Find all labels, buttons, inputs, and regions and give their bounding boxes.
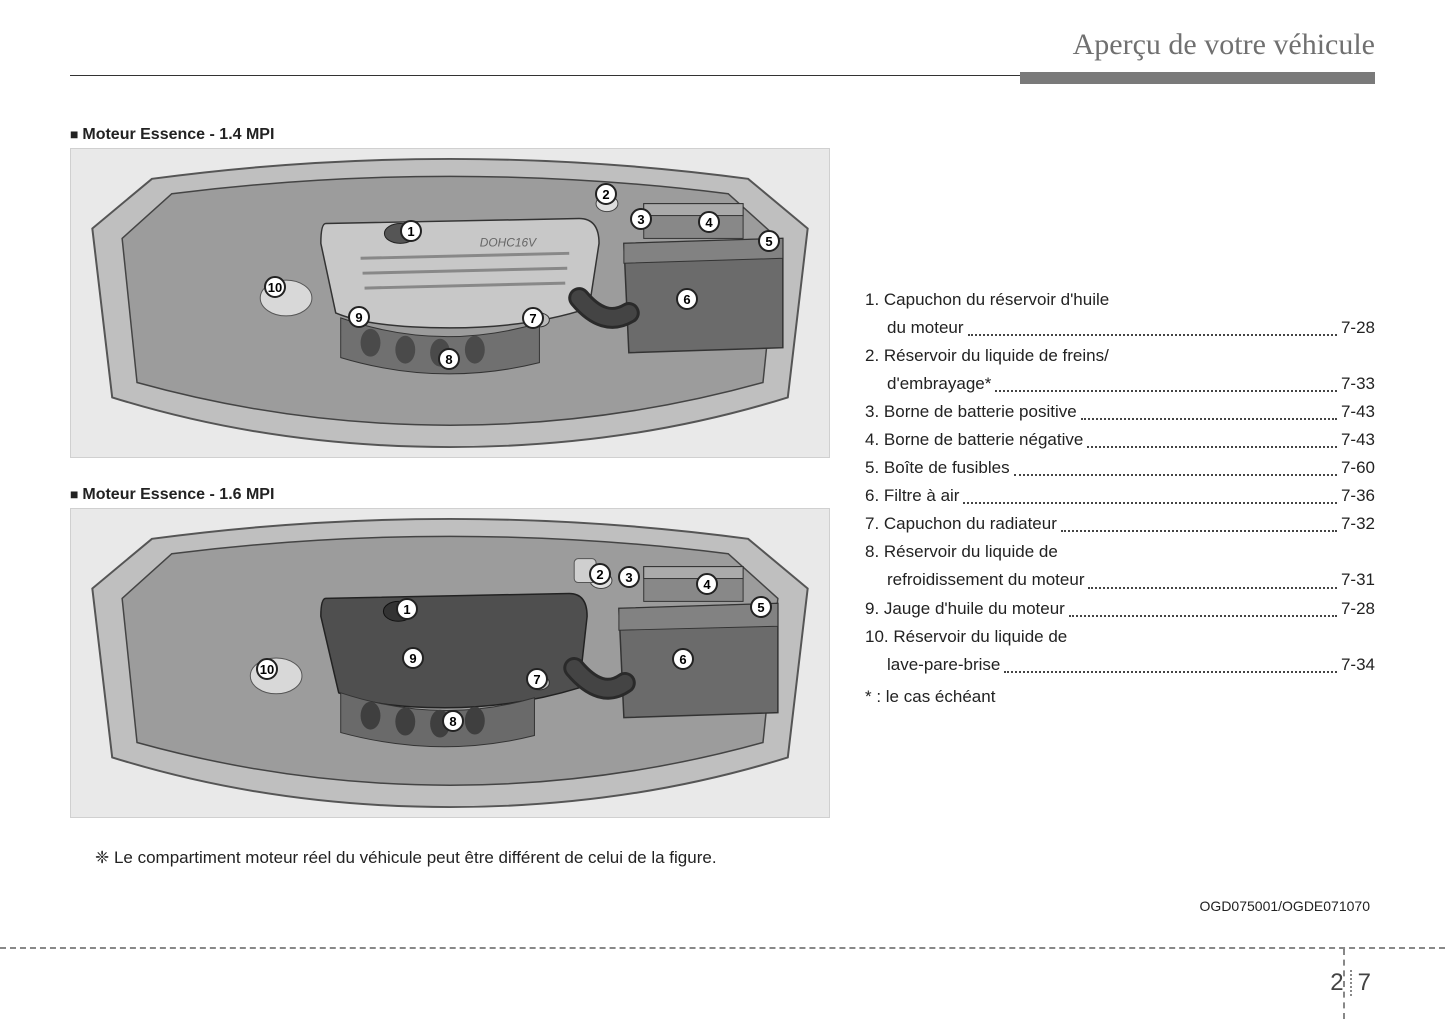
legend-item: 8. Réservoir du liquide de [865,538,1375,566]
legend-item: 10. Réservoir du liquide de [865,623,1375,651]
callout-7: 7 [526,668,548,690]
legend-text: 1. Capuchon du réservoir d'huile [865,286,1109,314]
callout-6: 6 [676,288,698,310]
callout-5: 5 [758,230,780,252]
legend-text: 5. Boîte de fusibles [865,454,1010,482]
legend-item: 5. Boîte de fusibles 7-60 [865,454,1375,482]
engine-diagram-1: DOHC16V [70,148,830,458]
callout-1: 1 [396,598,418,620]
legend-text: 7. Capuchon du radiateur [865,510,1057,538]
callout-2: 2 [595,183,617,205]
engine-1-svg: DOHC16V [71,149,829,457]
svg-text:DOHC16V: DOHC16V [480,235,537,249]
legend-text: 4. Borne de batterie négative [865,426,1083,454]
legend-page: 7-32 [1341,510,1375,538]
callout-5: 5 [750,596,772,618]
diagram-2-label: Moteur Essence - 1.6 MPI [70,486,830,504]
diagram-block-2: Moteur Essence - 1.6 MPI [70,486,830,818]
image-reference-code: OGD075001/OGDE071070 [1200,898,1370,914]
callout-10: 10 [264,276,286,298]
legend-list: 1. Capuchon du réservoir d'huiledu moteu… [865,286,1375,679]
diagram-block-1: Moteur Essence - 1.4 MPI DOHC16V [70,126,830,458]
callout-9: 9 [402,647,424,669]
legend-item: 7. Capuchon du radiateur 7-32 [865,510,1375,538]
legend-item: 3. Borne de batterie positive 7-43 [865,398,1375,426]
callout-3: 3 [630,208,652,230]
legend-item: 4. Borne de batterie négative 7-43 [865,426,1375,454]
legend-item-sub: lave-pare-brise 7-34 [865,651,1375,679]
page-number: 2 7 [1330,969,1371,997]
legend-item: 6. Filtre à air 7-36 [865,482,1375,510]
legend-item: 2. Réservoir du liquide de freins/ [865,342,1375,370]
legend-text: 6. Filtre à air [865,482,959,510]
legend-footnote: * : le cas échéant [865,683,1375,711]
engine-diagram-2: 12345678910 [70,508,830,818]
callout-2: 2 [589,563,611,585]
callout-1: 1 [400,220,422,242]
legend-text: 2. Réservoir du liquide de freins/ [865,342,1109,370]
legend-item-sub: refroidissement du moteur 7-31 [865,566,1375,594]
legend-subtext: d'embrayage* [887,370,991,398]
diagram-1-label: Moteur Essence - 1.4 MPI [70,126,830,144]
legend-page: 7-36 [1341,482,1375,510]
callout-8: 8 [438,348,460,370]
callout-4: 4 [696,573,718,595]
callout-4: 4 [698,211,720,233]
page-number-separator [1350,970,1352,996]
legend-text: 10. Réservoir du liquide de [865,623,1067,651]
diagrams-column: Moteur Essence - 1.4 MPI DOHC16V [70,126,830,868]
legend-text: 9. Jauge d'huile du moteur [865,595,1065,623]
callout-3: 3 [618,566,640,588]
callout-10: 10 [256,658,278,680]
callout-7: 7 [522,307,544,329]
legend-item-sub: d'embrayage* 7-33 [865,370,1375,398]
manual-page: Aperçu de votre véhicule Moteur Essence … [0,0,1445,1019]
callout-6: 6 [672,648,694,670]
legend-item: 9. Jauge d'huile du moteur 7-28 [865,595,1375,623]
engine-2-svg [71,509,829,817]
legend-page: 7-34 [1341,651,1375,679]
legend-text: 3. Borne de batterie positive [865,398,1077,426]
legend-page: 7-43 [1341,398,1375,426]
callout-8: 8 [442,710,464,732]
legend-item: 1. Capuchon du réservoir d'huile [865,286,1375,314]
legend-page: 7-33 [1341,370,1375,398]
legend-column: 1. Capuchon du réservoir d'huiledu moteu… [865,126,1375,868]
content-row: Moteur Essence - 1.4 MPI DOHC16V [70,126,1375,868]
legend-subtext: lave-pare-brise [887,651,1000,679]
section-number: 2 [1330,969,1343,997]
header-accent-bar [1020,72,1375,84]
page-bottom-dash [0,947,1445,949]
page-header: Aperçu de votre véhicule [70,28,1375,76]
callout-9: 9 [348,306,370,328]
legend-page: 7-60 [1341,454,1375,482]
page-title: Aperçu de votre véhicule [1073,28,1375,62]
page-number-value: 7 [1358,969,1371,997]
legend-page: 7-28 [1341,595,1375,623]
legend-page: 7-43 [1341,426,1375,454]
legend-page: 7-31 [1341,566,1375,594]
legend-subtext: refroidissement du moteur [887,566,1084,594]
diagram-disclaimer: ❈ Le compartiment moteur réel du véhicul… [95,848,830,868]
legend-page: 7-28 [1341,314,1375,342]
legend-subtext: du moteur [887,314,964,342]
legend-item-sub: du moteur 7-28 [865,314,1375,342]
legend-text: 8. Réservoir du liquide de [865,538,1058,566]
